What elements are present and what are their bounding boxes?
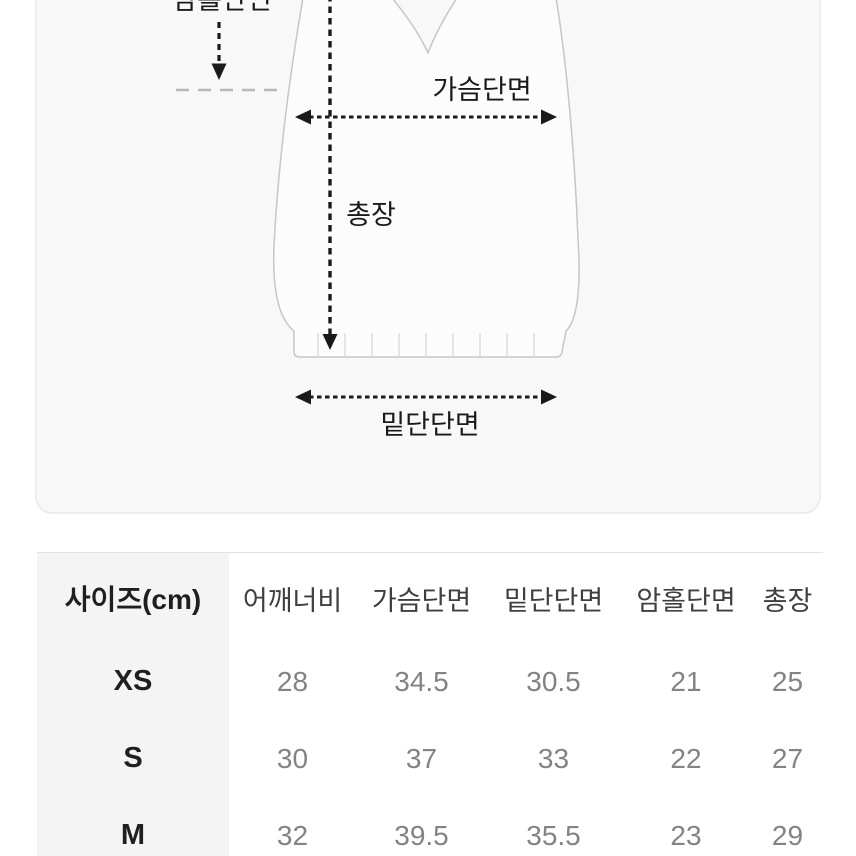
vest-outline	[272, 0, 580, 358]
size-cell: M	[37, 797, 229, 856]
garment-measurement-diagram: 암홀단면 가슴단면 총장 밑단단면	[35, 0, 821, 514]
value-cell: 39.5	[394, 819, 449, 851]
table-row-s: S 30 37 33 22 27	[37, 720, 823, 797]
value-cell: 21	[670, 665, 702, 697]
value-cell: 37	[405, 742, 438, 774]
chest-arrowhead-right-icon	[541, 109, 557, 125]
size-table-header-shoulder: 어깨너비	[242, 585, 343, 616]
value-cell: 28	[276, 665, 309, 697]
hem-arrowhead-left-icon	[295, 389, 311, 405]
value-cell: 29	[771, 819, 804, 851]
value-cell: 32	[276, 819, 309, 851]
value-cell: 33	[537, 742, 570, 774]
size-cell: S	[37, 720, 229, 797]
size-table-header-hem: 밑단단면	[503, 585, 604, 616]
size-table: 사이즈(cm) 어깨너비 가슴단면 밑단단면 암홀단면 총장 XS 28 34.…	[37, 552, 823, 856]
size-cell: XS	[37, 643, 229, 720]
hem-arrowhead-right-icon	[541, 389, 557, 405]
length-arrowhead-icon	[322, 334, 338, 350]
size-table-header-length: 총장	[762, 585, 813, 616]
size-table-header-row: 사이즈(cm) 어깨너비 가슴단면 밑단단면 암홀단면 총장	[37, 553, 823, 643]
chest-arrowhead-left-icon	[295, 109, 311, 125]
value-cell: 35.5	[526, 819, 581, 851]
armhole-label: 암홀단면	[172, 0, 271, 15]
size-table-header-chest: 가슴단면	[371, 585, 472, 616]
value-cell: 25	[771, 665, 804, 697]
value-cell: 34.5	[394, 665, 449, 697]
value-cell: 23	[670, 819, 702, 851]
value-cell: 30	[276, 742, 309, 774]
total-length-label: 총장	[346, 200, 396, 230]
size-table-header-size: 사이즈(cm)	[37, 553, 229, 643]
armhole-arrowhead-icon	[211, 63, 227, 80]
value-cell: 22	[670, 742, 702, 774]
table-row-xs: XS 28 34.5 30.5 21 25	[37, 643, 823, 720]
size-table-header-armhole: 암홀단면	[636, 585, 736, 616]
value-cell: 30.5	[526, 665, 581, 697]
hem-width-label: 밑단단면	[380, 410, 479, 440]
value-cell: 27	[771, 742, 804, 774]
table-row-m: M 32 39.5 35.5 23 29	[37, 797, 823, 856]
hem-ribbing	[317, 333, 535, 356]
chest-width-label: 가슴단면	[432, 75, 531, 105]
